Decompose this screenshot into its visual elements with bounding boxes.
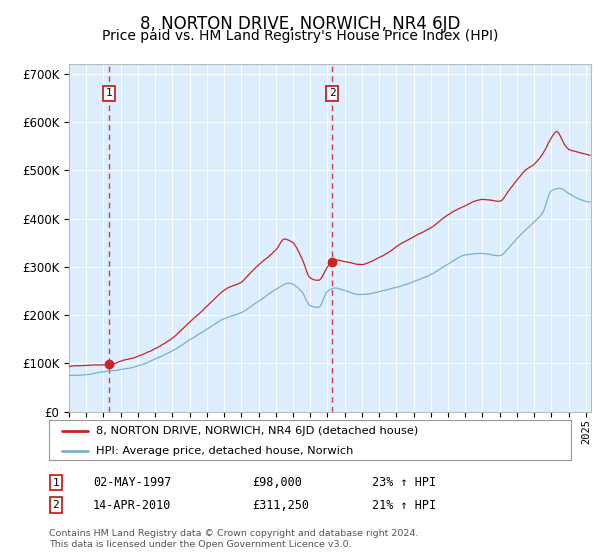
Text: 1: 1 [106,88,113,99]
Text: Price paid vs. HM Land Registry's House Price Index (HPI): Price paid vs. HM Land Registry's House … [102,29,498,43]
Text: 23% ↑ HPI: 23% ↑ HPI [372,476,436,489]
Text: 2: 2 [52,500,59,510]
Text: 14-APR-2010: 14-APR-2010 [93,498,172,512]
Text: 02-MAY-1997: 02-MAY-1997 [93,476,172,489]
Text: 8, NORTON DRIVE, NORWICH, NR4 6JD: 8, NORTON DRIVE, NORWICH, NR4 6JD [140,15,460,33]
Text: £98,000: £98,000 [252,476,302,489]
Text: 2: 2 [329,88,335,99]
Text: 8, NORTON DRIVE, NORWICH, NR4 6JD (detached house): 8, NORTON DRIVE, NORWICH, NR4 6JD (detac… [96,426,418,436]
Text: HPI: Average price, detached house, Norwich: HPI: Average price, detached house, Norw… [96,446,353,456]
Text: Contains HM Land Registry data © Crown copyright and database right 2024.
This d: Contains HM Land Registry data © Crown c… [49,529,419,549]
Text: 21% ↑ HPI: 21% ↑ HPI [372,498,436,512]
Text: 1: 1 [52,478,59,488]
Text: £311,250: £311,250 [252,498,309,512]
